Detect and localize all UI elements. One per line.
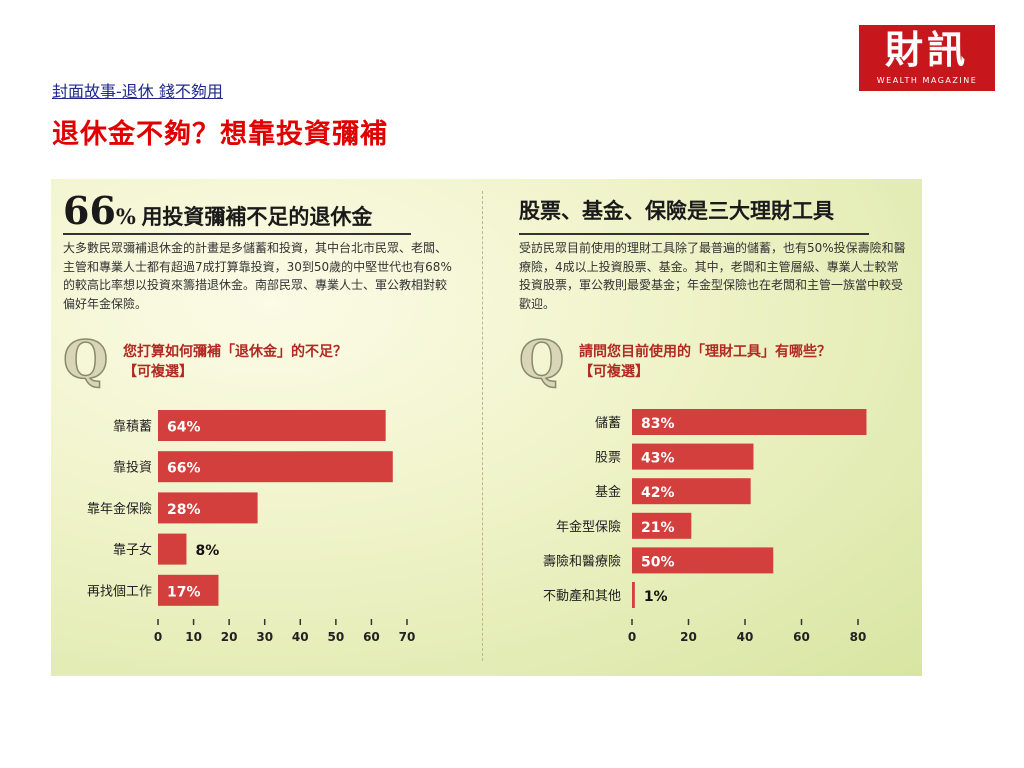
bar xyxy=(158,574,219,606)
right-description: 受訪民眾目前使用的理財工具除了最普遍的儲蓄，也有50%投保壽險和醫療險，4成以上… xyxy=(519,241,906,311)
tick-label: 20 xyxy=(221,630,238,644)
tick-label: 60 xyxy=(363,630,380,644)
bar xyxy=(158,410,386,441)
bar xyxy=(632,582,635,608)
tick-label: 10 xyxy=(185,630,202,644)
tick-label: 40 xyxy=(292,630,309,644)
left-headline-unit: % xyxy=(115,204,136,229)
bar xyxy=(632,547,774,574)
category-label: 靠年金保險 xyxy=(87,501,152,517)
right-question-line2: 【可複選】 xyxy=(579,364,649,380)
category-label: 壽險和醫療險 xyxy=(543,554,621,569)
bar xyxy=(632,409,867,435)
value-label: 42% xyxy=(641,485,675,501)
left-question: 您打算如何彌補「退休金」的不足？ 【可複選】 xyxy=(123,342,347,382)
tick-label: 0 xyxy=(628,630,636,644)
category-label: 靠投資 xyxy=(113,460,152,476)
bar xyxy=(158,533,187,565)
tick-label: 30 xyxy=(256,630,273,644)
bar xyxy=(632,478,751,505)
tick-label: 0 xyxy=(154,630,162,644)
wealth-magazine-logo: 財訊 WEALTH MAGAZINE xyxy=(859,25,995,91)
category-label: 靠子女 xyxy=(113,542,152,558)
tick-label: 80 xyxy=(850,630,867,644)
logo-main-text: 財訊 xyxy=(884,27,969,72)
category-label: 年金型保險 xyxy=(556,519,621,535)
value-label: 64% xyxy=(167,420,201,436)
bar xyxy=(158,492,258,524)
bar xyxy=(632,443,754,470)
value-label: 17% xyxy=(167,584,201,600)
tick-label: 50 xyxy=(328,630,345,644)
category-label: 股票 xyxy=(595,451,621,466)
right-bar-chart: 儲蓄 83% 股票 43% 基金 42% 年金型保險 21% 壽險和醫療險 50% 不動產和其他 1%… xyxy=(543,409,867,644)
tick-label: 60 xyxy=(793,630,810,644)
right-headline-text: 股票、基金、保險是三大理財工具 xyxy=(519,198,834,223)
left-headline-number: 66 xyxy=(63,188,116,233)
category-label: 不動產和其他 xyxy=(543,588,621,604)
infographic-panel: 66% 用投資彌補不足的退休金 大多數民眾彌補退休金的計畫是多儲蓄和投資，其中台… xyxy=(51,179,922,676)
left-headline: 66% 用投資彌補不足的退休金 xyxy=(63,189,411,235)
left-question-line1: 您打算如何彌補「退休金」的不足？ xyxy=(123,344,347,360)
value-label: 8% xyxy=(195,543,219,559)
question-q-icon: Q xyxy=(62,330,109,391)
value-label: 43% xyxy=(641,451,675,467)
category-label: 儲蓄 xyxy=(595,416,621,431)
category-label: 靠積蓄 xyxy=(113,420,152,435)
right-question: 請問您目前使用的「理財工具」有哪些？ 【可複選】 xyxy=(579,342,831,382)
value-label: 1% xyxy=(644,589,668,605)
right-headline: 股票、基金、保險是三大理財工具 xyxy=(519,189,869,235)
question-q-icon: Q xyxy=(518,330,565,391)
left-description: 大多數民眾彌補退休金的計畫是多儲蓄和投資，其中台北市民眾、老闆、主管和專業人士都… xyxy=(63,241,452,311)
tick-label: 40 xyxy=(737,630,754,644)
value-label: 50% xyxy=(641,554,675,570)
left-headline-text: 用投資彌補不足的退休金 xyxy=(141,204,373,229)
value-label: 21% xyxy=(641,520,675,536)
value-label: 83% xyxy=(641,416,675,432)
page-title: 退休金不夠？想靠投資彌補 xyxy=(52,119,388,150)
value-label: 28% xyxy=(167,502,201,518)
tick-label: 20 xyxy=(680,630,697,644)
bar xyxy=(632,512,692,539)
category-label: 基金 xyxy=(595,484,621,500)
left-bar-chart: 靠積蓄 64% 靠投資 66% 靠年金保險 28% 靠子女 8% 再找個工作 17% 0 10 20 30… xyxy=(87,410,416,644)
left-question-line2: 【可複選】 xyxy=(123,364,193,380)
tick-label: 70 xyxy=(399,630,416,644)
bar xyxy=(158,451,393,483)
value-label: 66% xyxy=(167,461,201,477)
logo-sub-text: WEALTH MAGAZINE xyxy=(876,76,978,85)
right-question-line1: 請問您目前使用的「理財工具」有哪些？ xyxy=(579,344,831,360)
panel-divider xyxy=(482,191,483,661)
breadcrumb[interactable]: 封面故事-退休 錢不夠用 xyxy=(52,82,223,101)
category-label: 再找個工作 xyxy=(87,584,152,599)
